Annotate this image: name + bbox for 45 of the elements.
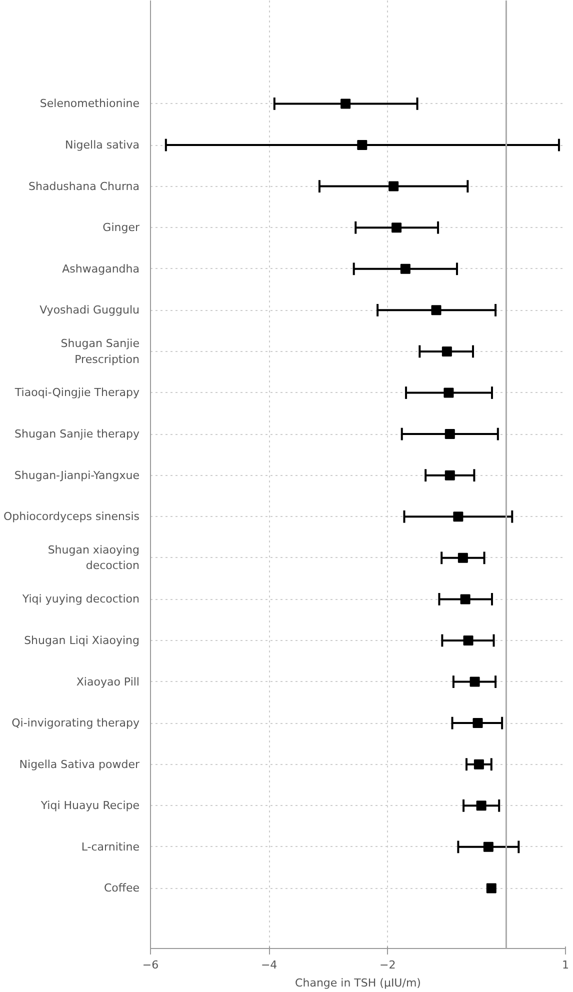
y-tick-label: Nigella Sativa powder [19, 758, 140, 771]
y-tick-label: Coffee [104, 882, 140, 895]
y-tick-label: Shugan Liqi Xiaoying [24, 634, 140, 647]
point [444, 429, 455, 440]
y-tick-label: Xiaoyao Pill [76, 675, 140, 688]
y-tick-label: Vyoshadi Guggulu [40, 304, 140, 317]
point [442, 346, 452, 356]
point [340, 98, 351, 109]
y-tick-label: Tiaoqi-Qingjie Therapy [14, 386, 140, 400]
y-tick-label: Shugan-Jianpi-Yangxue [14, 468, 140, 482]
y-tick-label: Ashwagandha [62, 262, 140, 276]
y-tick-label: Shugan xiaoying decoction [48, 544, 140, 572]
point [444, 388, 454, 398]
y-tick-label: Shugan Sanjie Prescription [60, 337, 140, 366]
point [463, 635, 474, 646]
y-tick-label: Nigella sativa [65, 138, 140, 152]
point [483, 842, 494, 852]
y-tick-label: L-carnitine [81, 840, 140, 854]
x-tick-label: −6 [142, 958, 159, 972]
point [470, 676, 480, 687]
point [458, 552, 468, 563]
point [388, 181, 399, 192]
y-tick-label: Selenomethionine [40, 97, 140, 110]
point [400, 264, 410, 274]
point [472, 718, 483, 728]
point [357, 140, 368, 150]
y-tick-label: Yiqi yuying decoction [21, 592, 140, 606]
point [453, 512, 464, 522]
y-tick-label: Qi-invigorating therapy [12, 716, 140, 730]
y-tick-label: Shugan Sanjie therapy [14, 428, 140, 441]
point [444, 470, 455, 480]
point [486, 883, 496, 894]
x-axis-title: Change in TSH (µIU/m) [295, 976, 421, 990]
point [474, 759, 484, 770]
point [392, 222, 402, 233]
point [460, 594, 470, 604]
x-tick-label: 1 [562, 958, 569, 972]
x-tick-label: −4 [260, 958, 278, 972]
point [476, 800, 486, 811]
point [431, 305, 442, 316]
y-tick-label: Ophiocordyceps sinensis [3, 510, 140, 524]
y-tick-label: Ginger [102, 221, 140, 234]
y-tick-label: Shadushana Churna [28, 180, 140, 193]
x-tick-label: −2 [380, 958, 396, 972]
y-tick-label: Yiqi Huayu Recipe [40, 799, 140, 812]
